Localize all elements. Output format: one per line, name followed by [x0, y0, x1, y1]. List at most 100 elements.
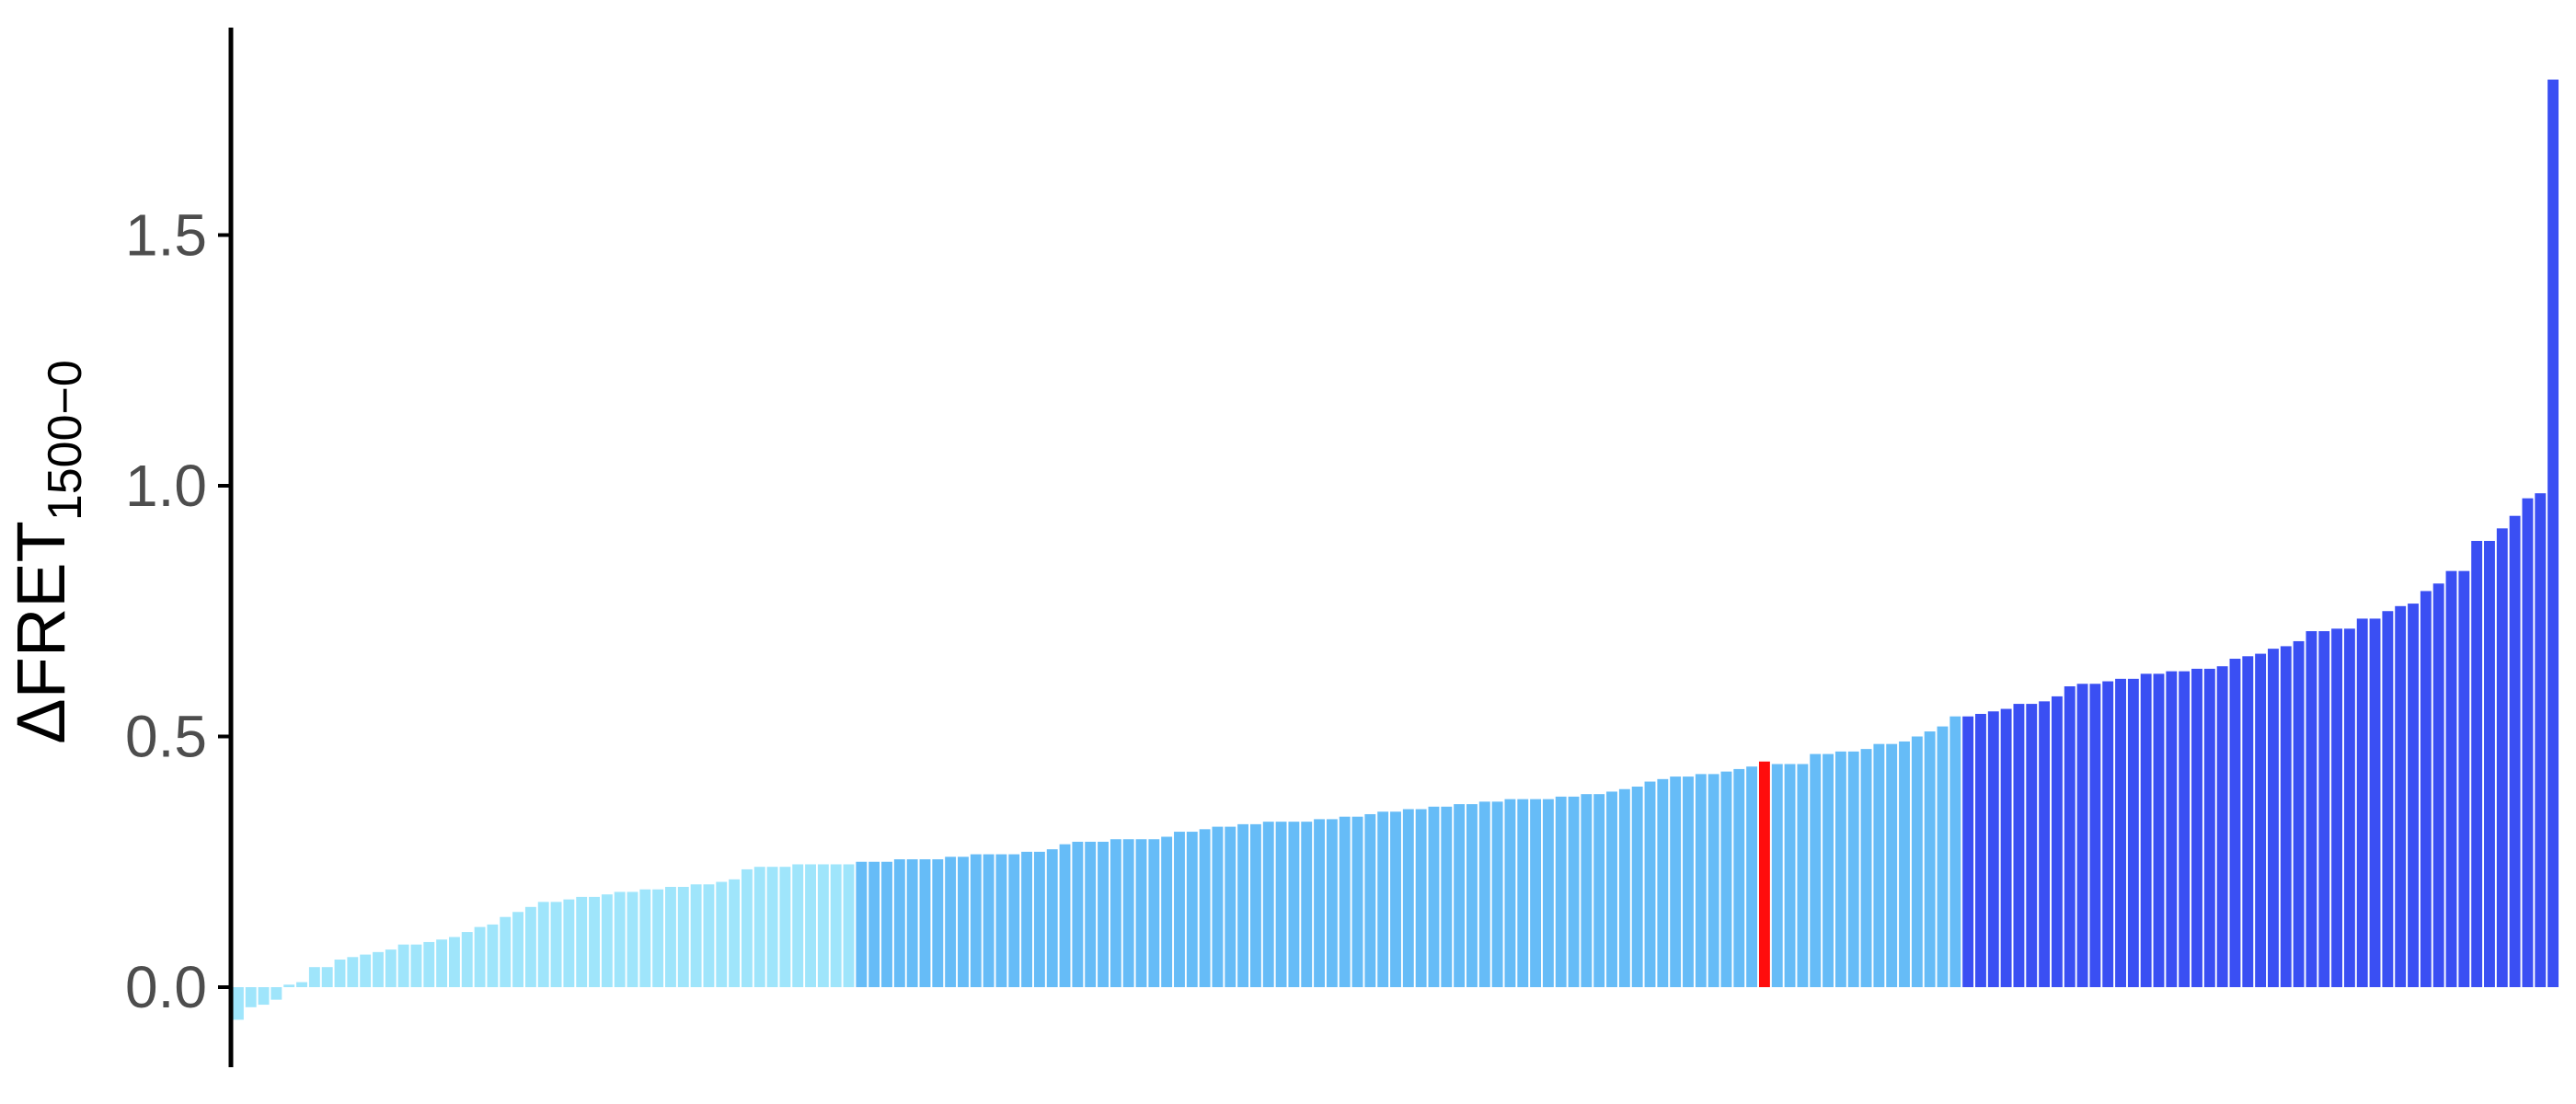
- bar-mid: [1720, 771, 1732, 987]
- bar-mid: [1046, 849, 1058, 988]
- bar-mid: [945, 857, 957, 987]
- bar-low: [614, 891, 626, 987]
- bar-low: [308, 967, 320, 987]
- bar-low: [283, 984, 295, 987]
- bar-mid: [1657, 778, 1669, 987]
- bar-mid: [1212, 826, 1224, 987]
- bar-mid: [1797, 764, 1809, 987]
- bar-low: [258, 987, 270, 1006]
- bar-high: [2458, 570, 2470, 987]
- bar-high: [2496, 528, 2508, 987]
- bar-mid: [1008, 854, 1020, 987]
- bar-mid: [1085, 841, 1097, 987]
- bar-mid: [1098, 841, 1109, 987]
- bar-mid: [1225, 826, 1236, 987]
- bar-low: [639, 889, 651, 987]
- y-tick-label: 1.0: [125, 453, 207, 519]
- y-axis-title-main: ΔFRET: [3, 521, 79, 744]
- bar-mid: [1860, 749, 1872, 988]
- y-tick-label: 1.5: [125, 202, 207, 269]
- bar-high: [2216, 666, 2228, 987]
- bar-mid: [1478, 801, 1490, 987]
- bar-low: [537, 902, 549, 987]
- bar-mid: [1262, 822, 1274, 987]
- bar-mid: [1886, 743, 1898, 987]
- bar-mid: [1161, 836, 1173, 987]
- bar-low: [589, 896, 600, 987]
- bar-high: [2140, 673, 2152, 988]
- bar-high: [2039, 701, 2051, 987]
- bar-mid: [1568, 796, 1580, 987]
- bar-mid: [1059, 844, 1071, 987]
- bar-mid: [1402, 809, 1414, 987]
- bar-mid: [1314, 819, 1325, 987]
- bar-high: [2153, 673, 2165, 988]
- bar-high: [2471, 540, 2483, 987]
- bar-mid: [1288, 822, 1300, 987]
- bar-high: [2064, 686, 2076, 987]
- bar-mid: [1504, 799, 1516, 988]
- bar-low: [576, 896, 588, 987]
- bar-mid: [1186, 832, 1198, 987]
- bar-mid: [1275, 822, 1287, 987]
- bar-mid: [1428, 806, 1440, 987]
- bar-mid: [893, 859, 905, 987]
- bar-mid: [1606, 791, 1617, 987]
- bar-mid: [1530, 799, 1542, 988]
- bar-low: [753, 867, 765, 987]
- bar-high: [2382, 611, 2394, 987]
- bar-low: [512, 912, 524, 987]
- bar-high: [1987, 711, 1999, 987]
- bar-low: [245, 987, 257, 1007]
- bar-high: [2076, 684, 2088, 987]
- bar-high: [2522, 498, 2534, 988]
- bar-high: [2280, 646, 2292, 987]
- bar-low: [334, 960, 346, 987]
- bar-high: [2000, 708, 2012, 987]
- bar-high: [2484, 540, 2495, 987]
- bar-low: [601, 894, 613, 987]
- bar-mid: [868, 861, 880, 987]
- bar-mid: [1249, 823, 1261, 988]
- bar-high: [2229, 659, 2241, 987]
- bar-mid: [1135, 839, 1147, 987]
- bar-high: [2102, 681, 2114, 987]
- bar-mid: [983, 854, 995, 987]
- y-tick-label: 0.5: [125, 704, 207, 770]
- bar-mid: [1441, 806, 1453, 987]
- bar-low: [843, 864, 855, 987]
- y-axis-title-subscript: 1500−0: [39, 360, 92, 521]
- bar-mid: [1784, 764, 1796, 987]
- bar-high: [2408, 604, 2419, 987]
- bar-mid: [1771, 764, 1783, 987]
- bar-mid: [1415, 809, 1427, 987]
- bar-high: [2445, 570, 2457, 987]
- bar-low: [500, 916, 512, 987]
- bar-mid: [1237, 823, 1249, 988]
- bar-low: [410, 944, 422, 987]
- bar-high: [2051, 696, 2063, 987]
- bar-high: [2535, 493, 2547, 987]
- bar-low: [449, 937, 460, 987]
- bar-low: [296, 982, 307, 987]
- bar-high: [2127, 678, 2139, 987]
- bar-mid: [1581, 794, 1593, 987]
- bar-high: [2089, 684, 2101, 987]
- bar-mid: [1517, 799, 1529, 988]
- bar-mid: [919, 859, 931, 987]
- bar-low: [360, 954, 372, 987]
- bar-high: [2509, 515, 2521, 987]
- bar-high: [2395, 605, 2407, 987]
- bar-high: [2013, 704, 2025, 987]
- bar-high: [1975, 713, 1986, 987]
- bar-low: [792, 864, 804, 987]
- bar-low: [563, 899, 575, 988]
- bar-mid: [958, 857, 969, 987]
- bar-mid: [1072, 841, 1084, 987]
- bar-mid: [1823, 753, 1834, 987]
- bar-high: [2420, 591, 2432, 987]
- bar-mid: [1683, 776, 1694, 987]
- bar-low: [817, 864, 829, 987]
- bar-high: [2242, 656, 2254, 987]
- bar-low: [830, 864, 842, 987]
